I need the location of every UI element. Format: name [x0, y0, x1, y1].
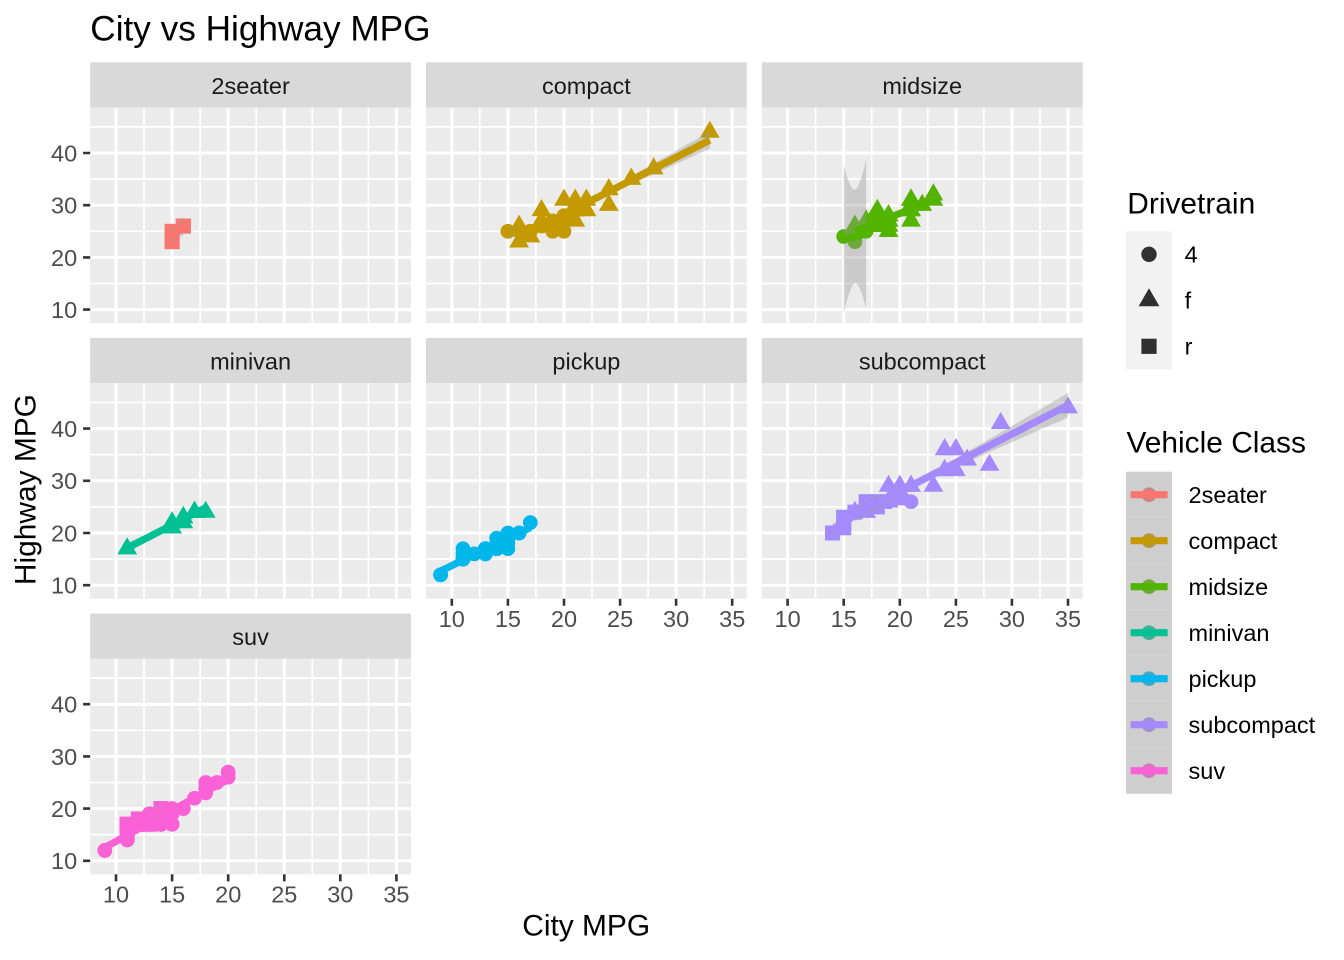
- svg-text:35: 35: [1055, 606, 1081, 632]
- svg-text:40: 40: [51, 416, 77, 442]
- svg-text:20: 20: [215, 882, 241, 908]
- svg-text:Vehicle Class: Vehicle Class: [1127, 427, 1306, 460]
- svg-text:minivan: minivan: [1189, 620, 1270, 646]
- svg-text:10: 10: [439, 606, 465, 632]
- svg-text:City vs Highway MPG: City vs Highway MPG: [90, 10, 430, 49]
- svg-text:35: 35: [383, 882, 409, 908]
- svg-text:20: 20: [51, 796, 77, 822]
- svg-text:10: 10: [51, 573, 77, 599]
- svg-text:35: 35: [719, 606, 745, 632]
- svg-text:20: 20: [51, 520, 77, 546]
- svg-text:midsize: midsize: [1189, 574, 1269, 600]
- svg-text:20: 20: [887, 606, 913, 632]
- svg-text:15: 15: [159, 882, 185, 908]
- svg-text:City MPG: City MPG: [522, 910, 650, 943]
- svg-text:15: 15: [495, 606, 521, 632]
- svg-text:midsize: midsize: [882, 73, 962, 99]
- svg-text:30: 30: [327, 882, 353, 908]
- svg-text:pickup: pickup: [552, 348, 620, 374]
- svg-text:40: 40: [51, 692, 77, 718]
- svg-text:30: 30: [51, 468, 77, 494]
- svg-text:Highway MPG: Highway MPG: [10, 394, 43, 585]
- svg-text:15: 15: [831, 606, 857, 632]
- svg-text:subcompact: subcompact: [1189, 712, 1316, 738]
- svg-text:20: 20: [551, 606, 577, 632]
- svg-text:minivan: minivan: [210, 348, 291, 374]
- svg-text:f: f: [1185, 288, 1192, 314]
- svg-text:suv: suv: [1189, 758, 1226, 784]
- svg-text:compact: compact: [1189, 528, 1278, 554]
- svg-text:30: 30: [51, 744, 77, 770]
- svg-text:30: 30: [999, 606, 1025, 632]
- svg-text:25: 25: [607, 606, 633, 632]
- svg-text:30: 30: [663, 606, 689, 632]
- svg-text:compact: compact: [542, 73, 631, 99]
- svg-text:2seater: 2seater: [1189, 482, 1268, 508]
- svg-text:10: 10: [51, 297, 77, 323]
- svg-text:25: 25: [271, 882, 297, 908]
- svg-text:2seater: 2seater: [211, 73, 290, 99]
- svg-text:pickup: pickup: [1189, 666, 1257, 692]
- svg-text:20: 20: [51, 245, 77, 271]
- svg-text:r: r: [1185, 334, 1193, 360]
- svg-text:10: 10: [775, 606, 801, 632]
- svg-text:subcompact: subcompact: [859, 348, 986, 374]
- svg-text:Drivetrain: Drivetrain: [1127, 187, 1255, 220]
- svg-text:10: 10: [51, 848, 77, 874]
- svg-text:10: 10: [103, 882, 129, 908]
- svg-text:4: 4: [1185, 242, 1198, 268]
- svg-text:25: 25: [943, 606, 969, 632]
- svg-text:suv: suv: [232, 624, 269, 650]
- svg-text:40: 40: [51, 140, 77, 166]
- svg-text:30: 30: [51, 193, 77, 219]
